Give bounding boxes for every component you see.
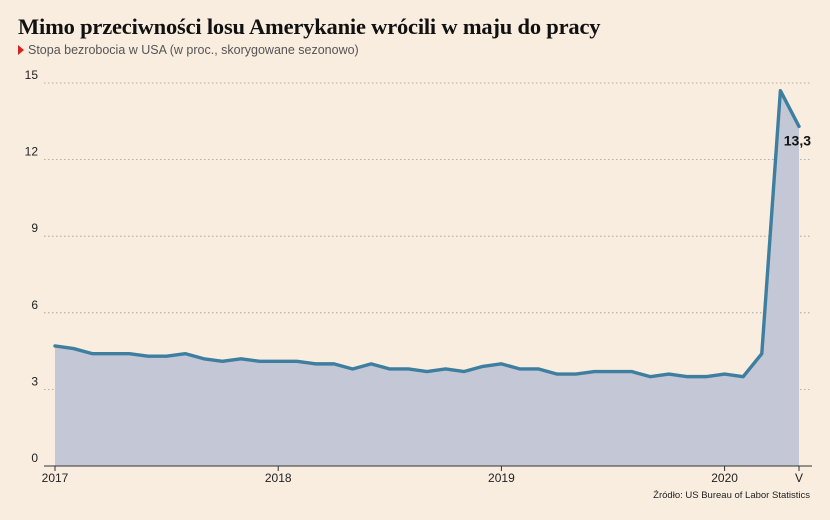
x-tick-label: 2017 — [42, 471, 69, 485]
chart-subtitle: Stopa bezrobocia w USA (w proc., skorygo… — [18, 43, 359, 57]
x-tick-label: 2019 — [488, 471, 515, 485]
triangle-marker-icon — [18, 45, 24, 55]
y-tick-label: 6 — [31, 298, 38, 312]
x-tick-label: V — [795, 471, 803, 485]
x-tick-label: 2020 — [711, 471, 738, 485]
y-tick-label: 9 — [31, 221, 38, 235]
area-layer — [53, 88, 801, 466]
series-area — [55, 90, 799, 466]
y-tick-label: 12 — [25, 145, 39, 159]
label-layer: 0 3 6 9 12 15 2017 2018 2019 2020 V 13,3 — [25, 68, 812, 485]
chart-title: Mimo przeciwności losu Amerykanie wrócil… — [18, 14, 601, 39]
source-note: Źródło: US Bureau of Labor Statistics — [653, 490, 810, 501]
series-line — [53, 88, 801, 379]
axis-layer — [44, 465, 812, 471]
chart-subtitle-text: Stopa bezrobocia w USA (w proc., skorygo… — [28, 43, 359, 57]
y-tick-label: 15 — [25, 68, 39, 82]
data-label: 13,3 — [784, 132, 811, 148]
x-tick-label: 2018 — [265, 471, 292, 485]
y-tick-label: 3 — [31, 374, 38, 388]
grid-lines — [44, 82, 812, 390]
y-tick-label: 0 — [31, 451, 38, 465]
